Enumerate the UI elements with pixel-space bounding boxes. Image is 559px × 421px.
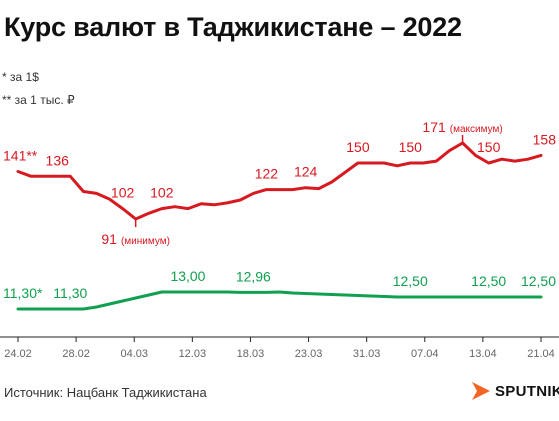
x-tick-label: 28.02 xyxy=(62,348,90,360)
usd-unit-note: * за 1$ xyxy=(2,70,39,84)
x-tick-label: 12.03 xyxy=(179,348,207,360)
usd-data-label: 12,50 xyxy=(393,273,428,289)
x-tick-label: 07.04 xyxy=(411,348,439,360)
rub-data-label: 102 xyxy=(150,185,174,201)
rub-data-label: 122 xyxy=(255,166,279,182)
exchange-rate-chart: 24.02 28.02 04.03 12.03 18.03 23.03 31.03 07.04… xyxy=(0,119,559,360)
rub-data-label-note: (минимум) xyxy=(121,236,170,247)
usd-data-label: 12,50 xyxy=(521,273,556,289)
chart-title: Курс валют в Таджикистане – 2022 xyxy=(4,12,462,42)
x-tick-label: 24.02 xyxy=(4,348,32,360)
rub-data-label: 150 xyxy=(399,139,423,155)
rub-data-label: 141** xyxy=(3,148,38,164)
x-tick-label: 04.03 xyxy=(120,348,148,360)
sputnik-logo-icon xyxy=(472,382,490,400)
rub-data-label-note: (максимум) xyxy=(450,124,503,135)
rub-unit-note: ** за 1 тыс. ₽ xyxy=(2,93,75,107)
x-tick-label: 31.03 xyxy=(353,348,381,360)
rub-data-label: 150 xyxy=(477,139,501,155)
x-tick-label: 13.04 xyxy=(469,348,497,360)
usd-data-label: 12,50 xyxy=(471,273,506,289)
rub-data-label: 102 xyxy=(111,185,135,201)
rub-data-label: 150 xyxy=(346,139,370,155)
usd-data-label: 13,00 xyxy=(170,268,205,284)
rub-data-label: 136 xyxy=(46,152,70,168)
rub-data-label: 91 (минимум) xyxy=(101,231,170,247)
usd-data-label: 11,30 xyxy=(53,285,87,301)
usd-data-label: 12,96 xyxy=(236,268,271,284)
sputnik-logo: SPUTNIK xyxy=(470,380,559,402)
rub-data-label: 124 xyxy=(294,164,318,180)
x-tick-label: 21.04 xyxy=(527,348,555,360)
rub-series-line xyxy=(16,141,543,221)
rub-data-label: 171 (максимум) xyxy=(422,119,502,135)
rub-data-label: 158 xyxy=(533,131,557,147)
source-note: Источник: Нацбанк Таджикистана xyxy=(4,385,207,400)
sputnik-logo-text: SPUTNIK xyxy=(495,382,559,400)
usd-data-label: 11,30* xyxy=(3,285,43,301)
x-tick-label: 23.03 xyxy=(295,348,323,360)
usd-series-line xyxy=(16,290,543,311)
x-tick-label: 18.03 xyxy=(237,348,265,360)
